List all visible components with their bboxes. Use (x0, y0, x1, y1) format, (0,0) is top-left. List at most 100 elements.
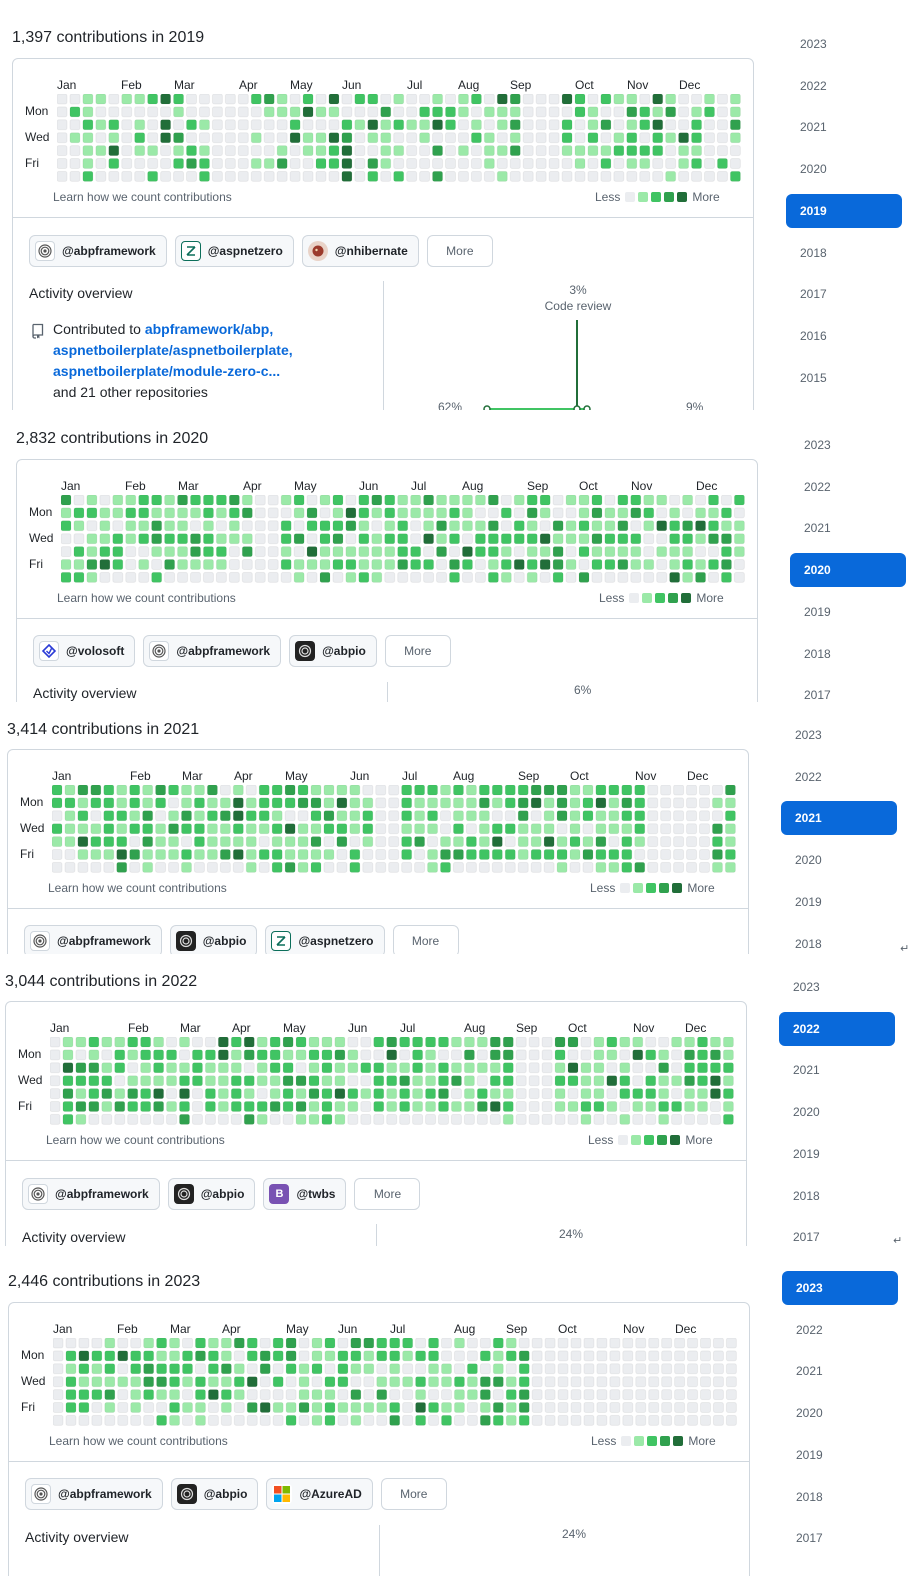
contribution-day-cell[interactable] (671, 1101, 683, 1112)
contribution-day-cell[interactable] (246, 1389, 258, 1401)
contribution-day-cell[interactable] (441, 1350, 452, 1362)
contribution-day-cell[interactable] (78, 1389, 90, 1401)
contribution-day-cell[interactable] (142, 861, 154, 873)
contribution-day-cell[interactable] (397, 507, 409, 519)
contribution-day-cell[interactable] (332, 559, 344, 570)
contribution-day-cell[interactable] (419, 145, 431, 157)
contribution-day-cell[interactable] (375, 823, 387, 835)
contribution-day-cell[interactable] (99, 520, 111, 532)
contribution-day-cell[interactable] (190, 546, 201, 558)
contribution-day-cell[interactable] (245, 836, 257, 848)
contribution-day-cell[interactable] (64, 785, 76, 796)
contribution-day-cell[interactable] (297, 823, 309, 835)
contribution-day-cell[interactable] (643, 495, 655, 506)
contribution-day-cell[interactable] (373, 1037, 385, 1048)
contribution-day-cell[interactable] (224, 106, 236, 118)
contribution-day-cell[interactable] (375, 797, 387, 809)
contribution-day-cell[interactable] (140, 1113, 152, 1125)
contribution-day-cell[interactable] (328, 94, 340, 105)
contribution-day-cell[interactable] (134, 94, 146, 105)
contribution-day-cell[interactable] (219, 797, 231, 809)
contribution-day-cell[interactable] (362, 861, 374, 873)
contribution-day-cell[interactable] (561, 145, 573, 157)
contribution-day-cell[interactable] (319, 559, 331, 570)
contribution-day-cell[interactable] (518, 1363, 530, 1375)
contribution-day-cell[interactable] (186, 132, 197, 144)
contribution-day-cell[interactable] (62, 1113, 74, 1125)
contribution-day-cell[interactable] (630, 546, 642, 558)
contribution-day-cell[interactable] (432, 106, 444, 118)
contribution-day-cell[interactable] (207, 1376, 219, 1388)
contribution-day-cell[interactable] (600, 94, 612, 105)
contribution-day-cell[interactable] (697, 1062, 708, 1074)
contribution-day-cell[interactable] (544, 1402, 556, 1413)
contribution-day-cell[interactable] (528, 1049, 540, 1061)
contribution-day-cell[interactable] (108, 132, 120, 144)
contribution-day-cell[interactable] (263, 170, 275, 182)
contribution-day-cell[interactable] (267, 520, 279, 532)
contribution-day-cell[interactable] (578, 533, 590, 545)
contribution-day-cell[interactable] (544, 1338, 556, 1349)
contribution-day-cell[interactable] (593, 1113, 605, 1125)
contribution-day-cell[interactable] (441, 1414, 452, 1426)
repo-link[interactable]: abpframework/abp, (144, 321, 274, 337)
contribution-day-cell[interactable] (539, 520, 551, 532)
contribution-day-cell[interactable] (583, 1389, 595, 1401)
contribution-day-cell[interactable] (323, 810, 335, 822)
contribution-day-cell[interactable] (156, 1389, 168, 1401)
contribution-day-cell[interactable] (386, 1049, 398, 1061)
contribution-day-cell[interactable] (544, 1363, 556, 1375)
contribution-day-cell[interactable] (306, 559, 318, 570)
contribution-day-cell[interactable] (389, 1350, 401, 1362)
contribution-day-cell[interactable] (220, 1414, 232, 1426)
contribution-day-cell[interactable] (661, 1363, 673, 1375)
year-link[interactable]: 2015 (800, 371, 827, 385)
contribution-day-cell[interactable] (256, 1049, 268, 1061)
contribution-day-cell[interactable] (204, 1062, 216, 1074)
contribution-day-cell[interactable] (697, 1075, 708, 1087)
contribution-day-cell[interactable] (476, 1113, 488, 1125)
contribution-day-cell[interactable] (147, 145, 159, 157)
contribution-day-cell[interactable] (496, 119, 508, 131)
contribution-day-cell[interactable] (626, 94, 638, 105)
contribution-day-cell[interactable] (295, 1088, 307, 1100)
contribution-day-cell[interactable] (219, 785, 231, 796)
contribution-day-cell[interactable] (517, 849, 529, 860)
contribution-day-cell[interactable] (432, 145, 444, 157)
contribution-day-cell[interactable] (250, 94, 262, 105)
contribution-day-cell[interactable] (173, 158, 185, 169)
contribution-day-cell[interactable] (280, 507, 292, 519)
contribution-day-cell[interactable] (470, 170, 482, 182)
contribution-day-cell[interactable] (147, 132, 159, 144)
contribution-day-cell[interactable] (289, 170, 301, 182)
year-link[interactable]: 2019 (795, 895, 822, 909)
contribution-day-cell[interactable] (367, 145, 379, 157)
contribution-day-cell[interactable] (399, 1049, 411, 1061)
contribution-day-cell[interactable] (609, 1350, 621, 1362)
contribution-day-cell[interactable] (367, 94, 379, 105)
contribution-day-cell[interactable] (414, 785, 426, 796)
contribution-day-cell[interactable] (156, 1402, 168, 1413)
contribution-day-cell[interactable] (478, 810, 490, 822)
contribution-day-cell[interactable] (449, 520, 460, 532)
contribution-day-cell[interactable] (522, 106, 534, 118)
contribution-day-cell[interactable] (103, 823, 115, 835)
contribution-day-cell[interactable] (328, 119, 340, 131)
contribution-day-cell[interactable] (269, 1049, 281, 1061)
contribution-day-cell[interactable] (634, 797, 646, 809)
contribution-day-cell[interactable] (428, 1414, 440, 1426)
contribution-day-cell[interactable] (502, 1101, 514, 1112)
contribution-day-cell[interactable] (515, 1037, 527, 1048)
contribution-day-cell[interactable] (254, 533, 266, 545)
contribution-day-cell[interactable] (65, 1376, 77, 1388)
contribution-day-cell[interactable] (125, 571, 137, 583)
contribution-day-cell[interactable] (258, 823, 270, 835)
contribution-day-cell[interactable] (580, 1062, 592, 1074)
contribution-day-cell[interactable] (99, 559, 111, 570)
contribution-day-cell[interactable] (156, 1350, 168, 1362)
contribution-day-cell[interactable] (518, 1402, 530, 1413)
contribution-day-cell[interactable] (712, 1350, 724, 1362)
contribution-day-cell[interactable] (282, 1037, 294, 1048)
contribution-day-cell[interactable] (50, 1088, 61, 1100)
contribution-day-cell[interactable] (371, 546, 383, 558)
